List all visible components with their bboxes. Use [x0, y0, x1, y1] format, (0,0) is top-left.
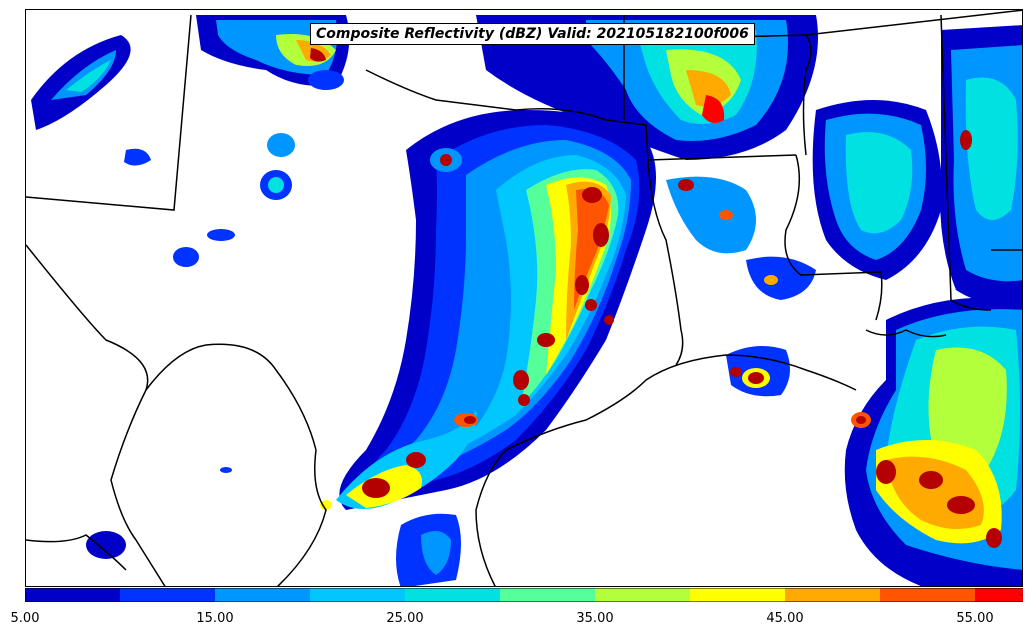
colorbar-segment	[880, 588, 975, 602]
reflectivity-map	[26, 10, 1022, 586]
map-panel: Composite Reflectivity (dBZ) Valid: 2021…	[25, 9, 1023, 587]
colorbar	[25, 588, 1023, 602]
colorbar-segment	[690, 588, 785, 602]
colorbar-segment	[215, 588, 310, 602]
colorbar-tick: 35.00	[576, 611, 614, 626]
colorbar-segment	[120, 588, 215, 602]
colorbar-segment	[25, 588, 120, 602]
colorbar-segment	[595, 588, 690, 602]
colorbar-segment	[785, 588, 880, 602]
colorbar-segment	[310, 588, 405, 602]
state-borders	[26, 10, 1022, 586]
colorbar-tick: 25.00	[386, 611, 424, 626]
colorbar-tick: 5.00	[10, 611, 40, 626]
reflectivity-field	[31, 15, 1022, 586]
colorbar-segment	[500, 588, 595, 602]
colorbar-tick: 15.00	[196, 611, 234, 626]
colorbar-tick: 55.00	[956, 611, 994, 626]
colorbar-segment	[975, 588, 1023, 602]
colorbar-tick: 45.00	[766, 611, 804, 626]
map-title: Composite Reflectivity (dBZ) Valid: 2021…	[310, 23, 755, 45]
colorbar-segment	[405, 588, 500, 602]
